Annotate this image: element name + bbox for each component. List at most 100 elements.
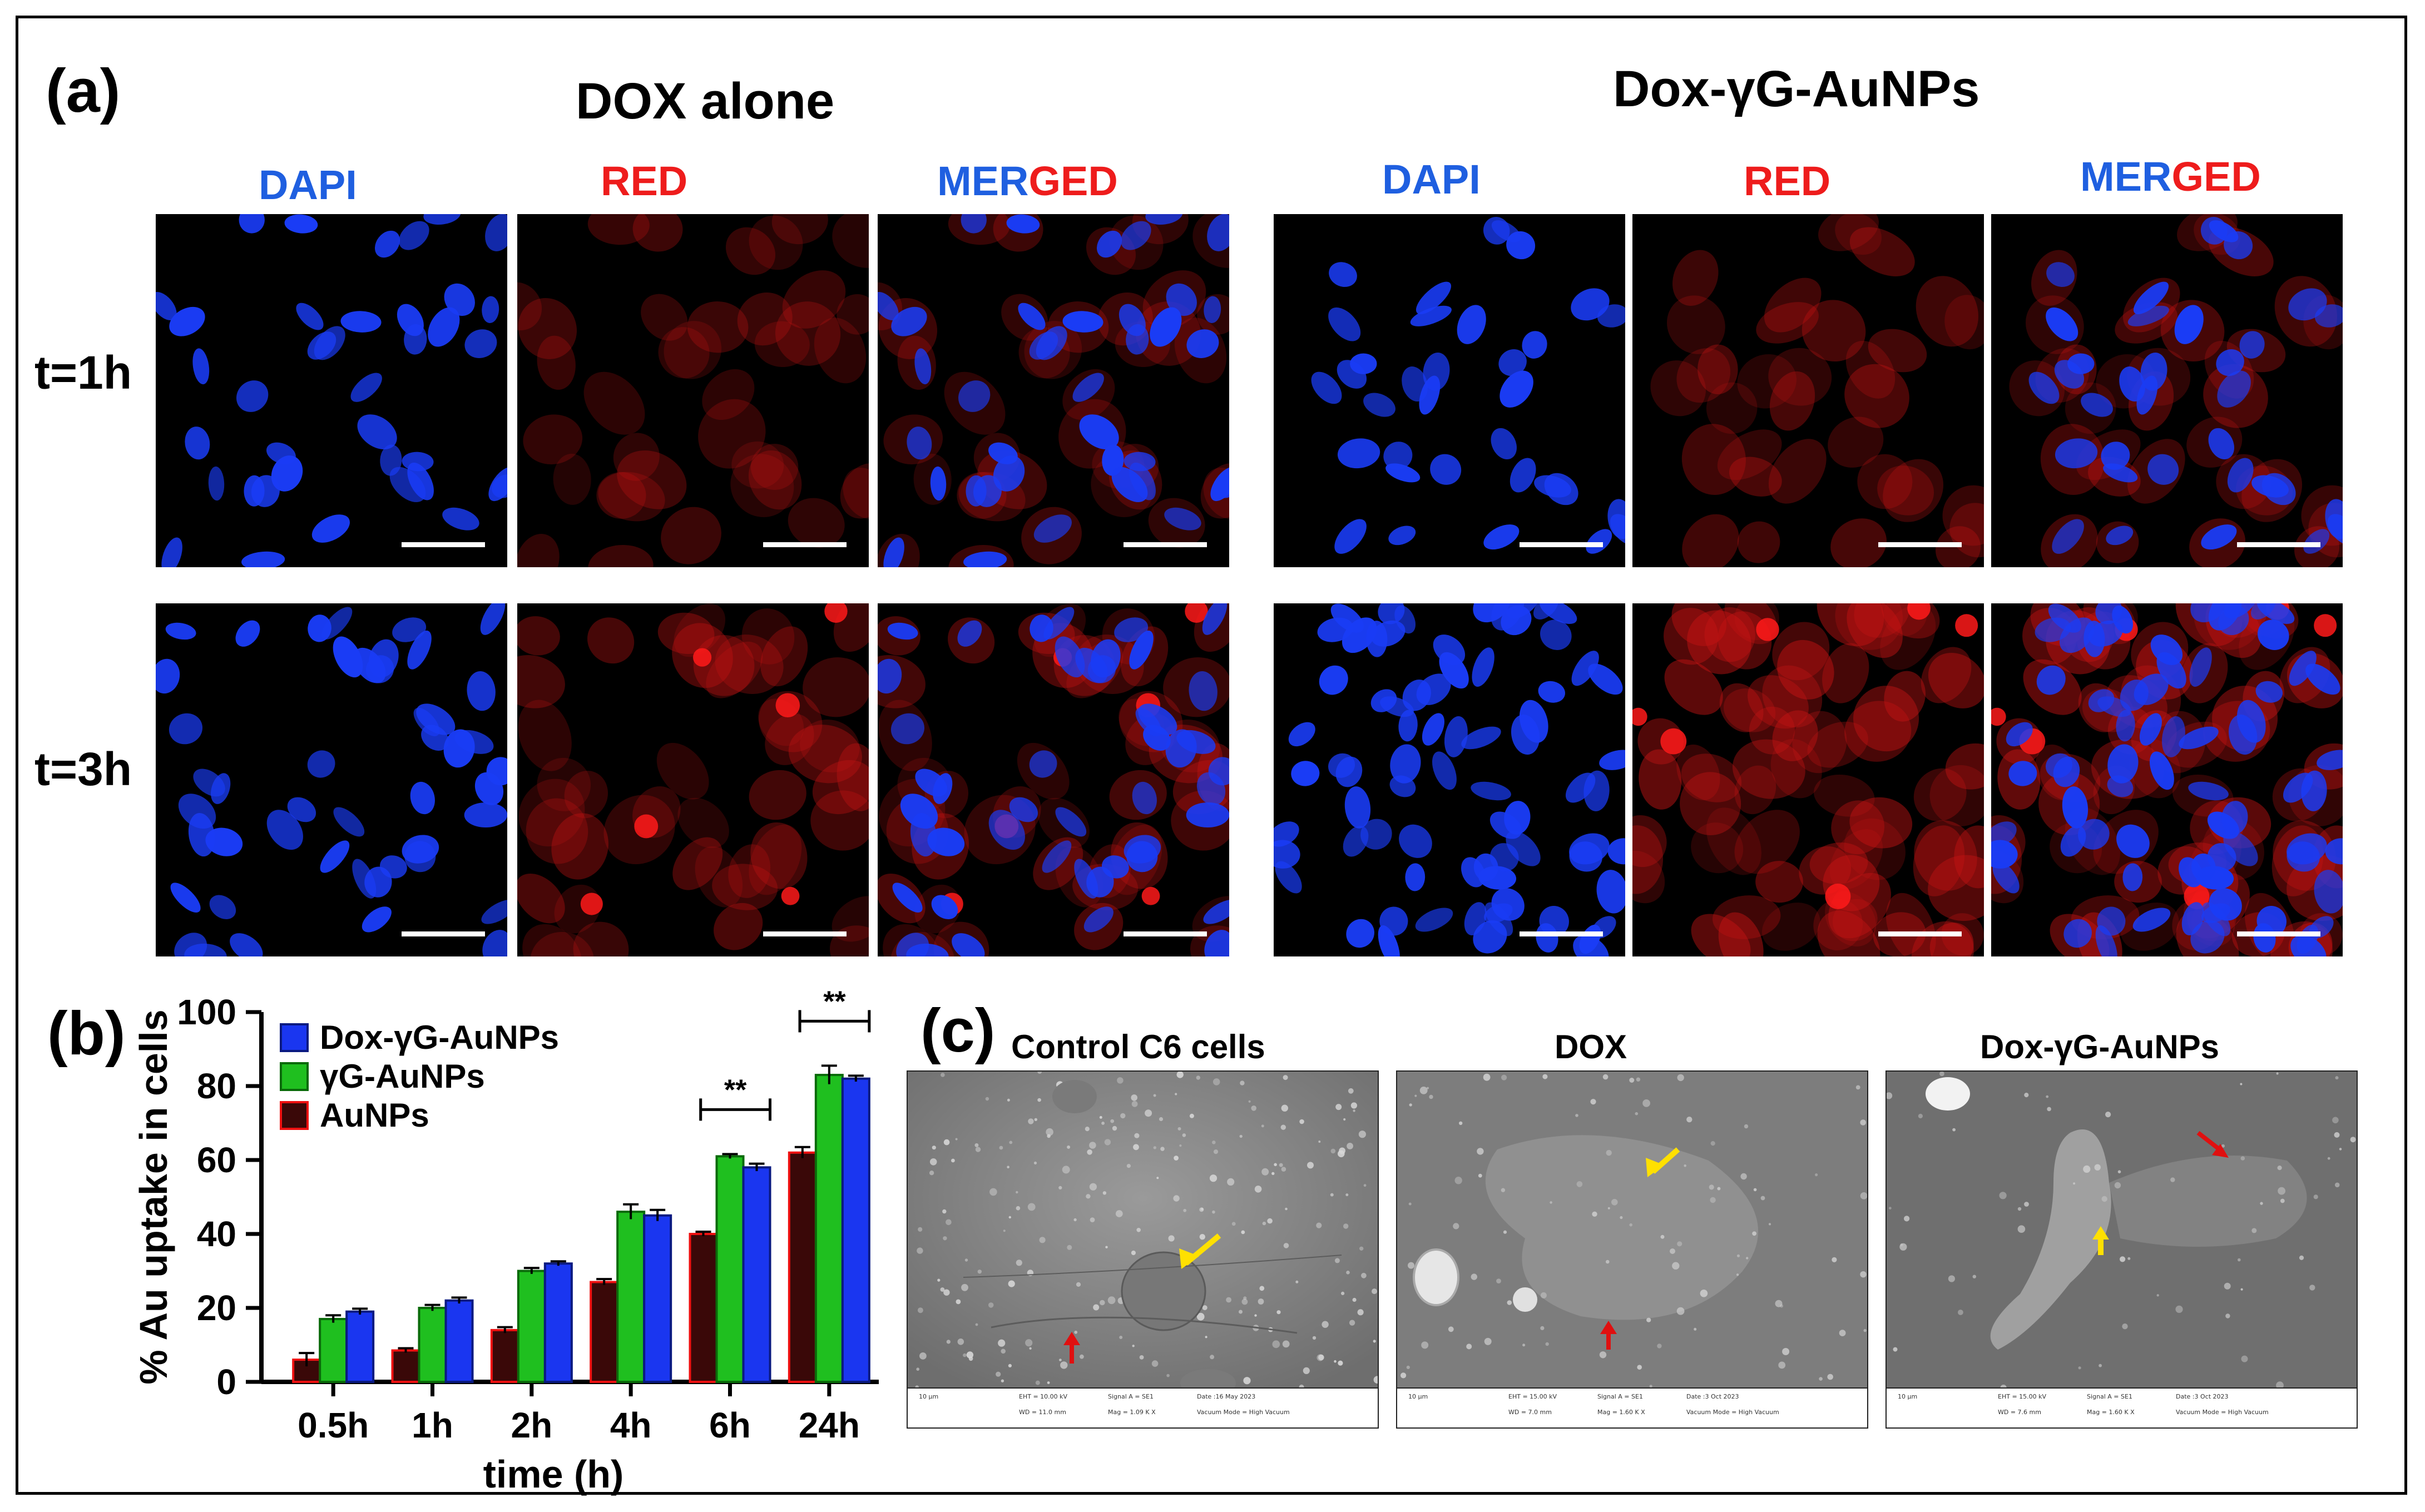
particle xyxy=(1899,1243,1907,1251)
particle xyxy=(1760,1196,1765,1201)
particle xyxy=(1182,1133,1186,1137)
particle xyxy=(1175,1093,1177,1095)
particle xyxy=(1258,1298,1264,1305)
signal-text: Signal A = SE1 xyxy=(1108,1393,1154,1400)
particle xyxy=(1359,1246,1364,1251)
particle xyxy=(1307,1162,1314,1169)
particle xyxy=(1334,1258,1340,1263)
particle xyxy=(1606,1260,1610,1264)
particle xyxy=(2127,1257,2131,1260)
col-label-merged-blue-part: MER xyxy=(937,158,1029,204)
particle xyxy=(1067,1245,1072,1250)
particle xyxy=(1550,1201,1552,1204)
particle xyxy=(1709,1184,1714,1190)
particle xyxy=(1100,1300,1105,1306)
particle xyxy=(1592,1211,1597,1217)
particle xyxy=(2099,1364,2102,1367)
particle xyxy=(2170,1177,2175,1182)
particle xyxy=(1067,1145,1071,1149)
fluorescence-micrograph xyxy=(156,214,507,567)
particle xyxy=(1629,1223,1632,1227)
particle xyxy=(2114,1182,2121,1189)
particle xyxy=(1212,1078,1220,1085)
particle xyxy=(1357,1309,1364,1316)
particle xyxy=(1373,1376,1378,1384)
particle xyxy=(1372,1288,1377,1295)
col-label-red-left: RED xyxy=(601,157,687,205)
particle xyxy=(1168,1235,1175,1242)
particle xyxy=(1352,1297,1357,1302)
particle xyxy=(1893,1347,1898,1352)
particle xyxy=(1093,1304,1100,1311)
particle xyxy=(1426,1087,1429,1089)
particle xyxy=(2313,1194,2318,1199)
particle xyxy=(2117,1170,2121,1173)
particle xyxy=(1620,1216,1623,1219)
particle xyxy=(974,1143,979,1147)
particle xyxy=(1832,1257,1837,1262)
particle xyxy=(1540,1326,1545,1330)
particle xyxy=(975,1147,981,1152)
particle xyxy=(2120,1256,2126,1262)
particle xyxy=(1153,1094,1156,1097)
fluorescence-micrograph xyxy=(156,603,507,956)
scale-bar xyxy=(1124,931,1207,936)
particle xyxy=(966,1351,974,1359)
fluorescence-micrograph xyxy=(878,214,1229,567)
particle xyxy=(932,1146,936,1150)
particle xyxy=(1346,1271,1350,1275)
particle xyxy=(1904,1216,1910,1222)
particle xyxy=(1303,1367,1310,1374)
particle xyxy=(963,1353,967,1357)
fluorescence-micrograph xyxy=(1632,603,1984,956)
particle xyxy=(1131,1250,1136,1256)
particle xyxy=(1034,1118,1037,1121)
particle xyxy=(1248,1100,1251,1103)
particle xyxy=(2078,1366,2081,1370)
col-label-dapi-left: DAPI xyxy=(259,161,357,209)
particle xyxy=(1205,1336,1207,1339)
particle xyxy=(2046,1095,2049,1098)
date-text: Date :16 May 2023 xyxy=(1197,1393,1256,1400)
particle xyxy=(955,1138,958,1141)
particle xyxy=(1343,1223,1349,1229)
particle xyxy=(1483,1073,1491,1081)
particle xyxy=(1768,1223,1771,1226)
particle xyxy=(1099,1116,1102,1119)
particle xyxy=(1151,1360,1159,1367)
particle xyxy=(1280,1124,1286,1130)
particle xyxy=(2122,1323,2128,1330)
dox-alone-title: DOX alone xyxy=(576,73,835,130)
particle xyxy=(1349,1320,1355,1326)
particle xyxy=(1060,1361,1068,1369)
particle xyxy=(1542,1074,1548,1079)
particle xyxy=(1348,1088,1354,1094)
particle xyxy=(917,1307,923,1313)
particle xyxy=(1112,1126,1117,1131)
particle xyxy=(1507,1300,1512,1305)
particle xyxy=(2276,1381,2284,1390)
fluorescence-micrograph xyxy=(1274,214,1625,567)
particle xyxy=(1606,1149,1612,1156)
particle xyxy=(1001,1379,1004,1382)
particle xyxy=(2073,1182,2076,1185)
particle xyxy=(1009,1141,1013,1144)
particle xyxy=(1677,1074,1684,1082)
particle xyxy=(1778,1361,1786,1369)
sem-title-dox-yg-aunps: Dox-γG-AuNPs xyxy=(1980,1028,2220,1065)
scale-bar xyxy=(1520,931,1603,936)
col-label-merged-left: MERGED xyxy=(937,157,1118,205)
scale-bar xyxy=(402,542,485,547)
particle xyxy=(943,1236,947,1241)
particle xyxy=(1281,1104,1288,1112)
particle xyxy=(1694,1327,1697,1331)
particle xyxy=(929,1158,937,1166)
particle xyxy=(1120,1113,1126,1119)
col-label-merged-blue-part: MER xyxy=(2080,153,2172,200)
particle xyxy=(1196,1312,1205,1321)
particle xyxy=(1501,1188,1506,1192)
particle xyxy=(1545,1342,1549,1346)
particle xyxy=(1283,1243,1289,1248)
particle xyxy=(1316,1222,1322,1228)
particle xyxy=(1001,1349,1006,1354)
